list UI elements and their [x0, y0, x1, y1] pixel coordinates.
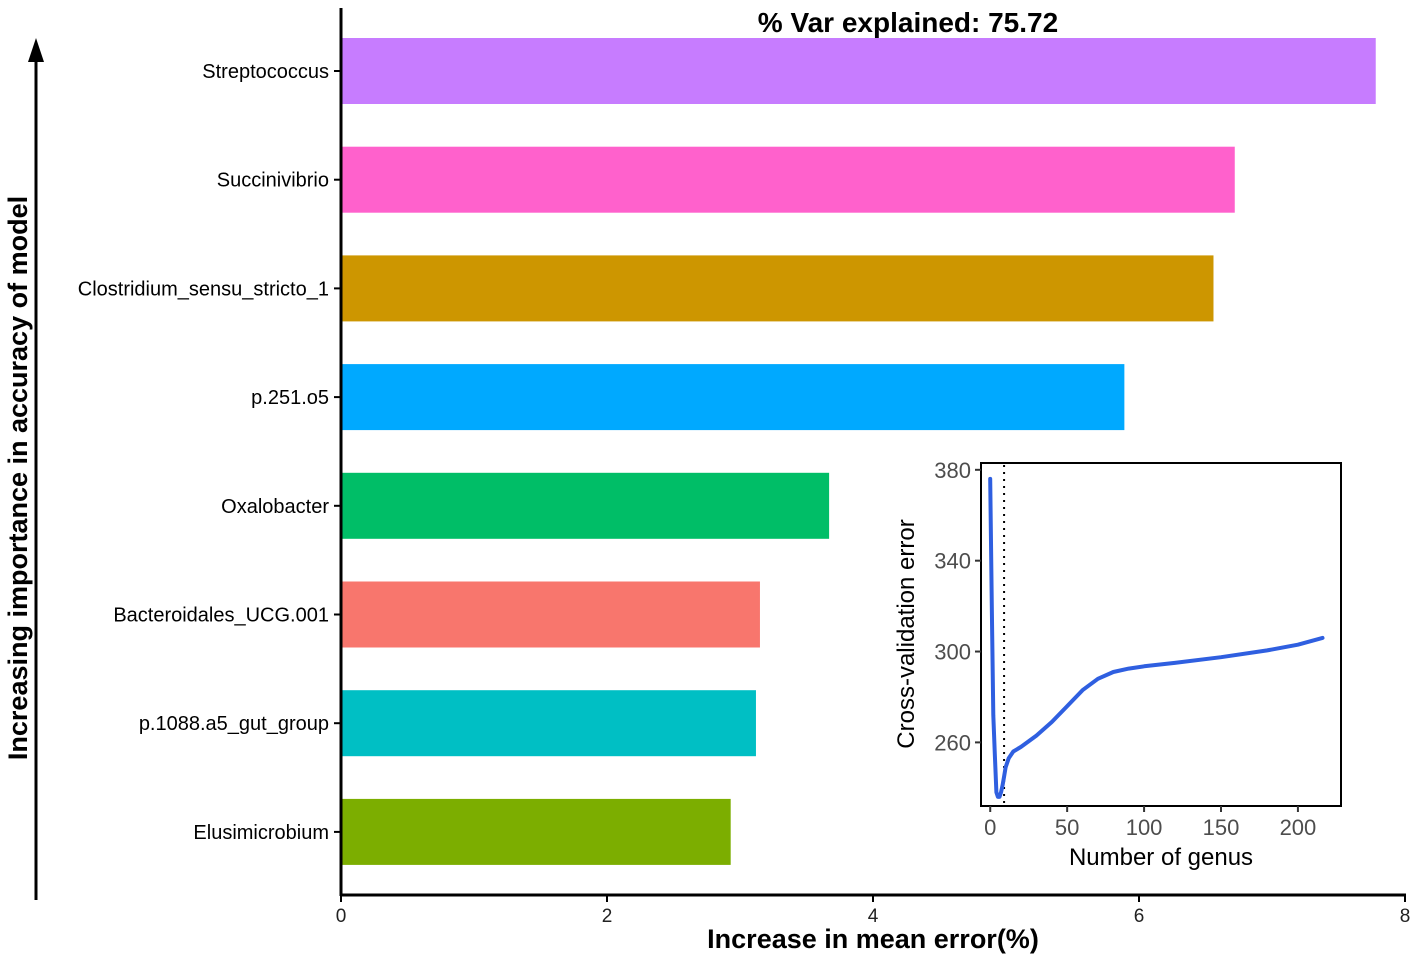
bar-8	[341, 798, 731, 865]
inset-y-tick-label: 260	[934, 730, 971, 755]
inset-x-tick-label: 0	[984, 815, 996, 840]
inset-x-tick-label: 150	[1203, 815, 1240, 840]
main-x-ticks: 0 2 4 6 8	[336, 895, 1411, 927]
bar-3	[341, 255, 1214, 322]
inset-x-axis-title: Number of genus	[1069, 844, 1253, 871]
inset-x-tick-label: 50	[1055, 815, 1079, 840]
bar-5	[341, 472, 830, 539]
category-label: Streptococcus	[202, 61, 329, 83]
bars-group: Streptococcus Succinivibrio Clostridium_se…	[78, 38, 1376, 865]
inset-chart: 260 300 340 380 0 50 100 150 200 Number of genu…	[893, 458, 1342, 871]
x-tick-label: 0	[336, 906, 347, 927]
bar-7	[341, 690, 756, 757]
y-axis-title: Increasing importance in accuracy of mod…	[3, 196, 33, 760]
inset-y-axis-title: Cross-validation error	[893, 519, 920, 748]
category-label: p.251.o5	[251, 387, 329, 409]
bar-4	[341, 364, 1125, 431]
inset-y-tick-label: 300	[934, 640, 971, 665]
inset-y-tick-label: 340	[934, 549, 971, 574]
inset-x-tick-label: 200	[1280, 815, 1317, 840]
inset-x-ticks: 0 50 100 150 200	[984, 806, 1316, 840]
x-tick-label: 8	[1400, 906, 1411, 927]
category-label: p.1088.a5_gut_group	[139, 713, 329, 735]
bar-1	[341, 38, 1376, 104]
category-label: Clostridium_sensu_stricto_1	[78, 278, 329, 300]
bar-6	[341, 581, 760, 648]
inset-x-tick-label: 100	[1126, 815, 1163, 840]
category-label: Succinivibrio	[217, 170, 329, 192]
category-label: Elusimicrobium	[193, 822, 329, 844]
x-axis-title: Increase in mean error(%)	[707, 924, 1039, 954]
inset-y-tick-label: 380	[934, 458, 971, 483]
inset-panel	[980, 462, 1342, 807]
x-tick-label: 6	[1134, 906, 1145, 927]
chart-title: % Var explained: 75.72	[758, 7, 1058, 38]
category-label: Oxalobacter	[221, 496, 329, 518]
inset-cv-error-line	[988, 476, 1325, 799]
x-tick-label: 2	[602, 906, 613, 927]
importance-arrow-head	[28, 38, 44, 62]
inset-y-ticks: 260 300 340 380	[934, 458, 981, 755]
bar-2	[341, 146, 1235, 213]
category-label: Bacteroidales_UCG.001	[113, 605, 329, 627]
x-tick-label: 4	[868, 906, 879, 927]
